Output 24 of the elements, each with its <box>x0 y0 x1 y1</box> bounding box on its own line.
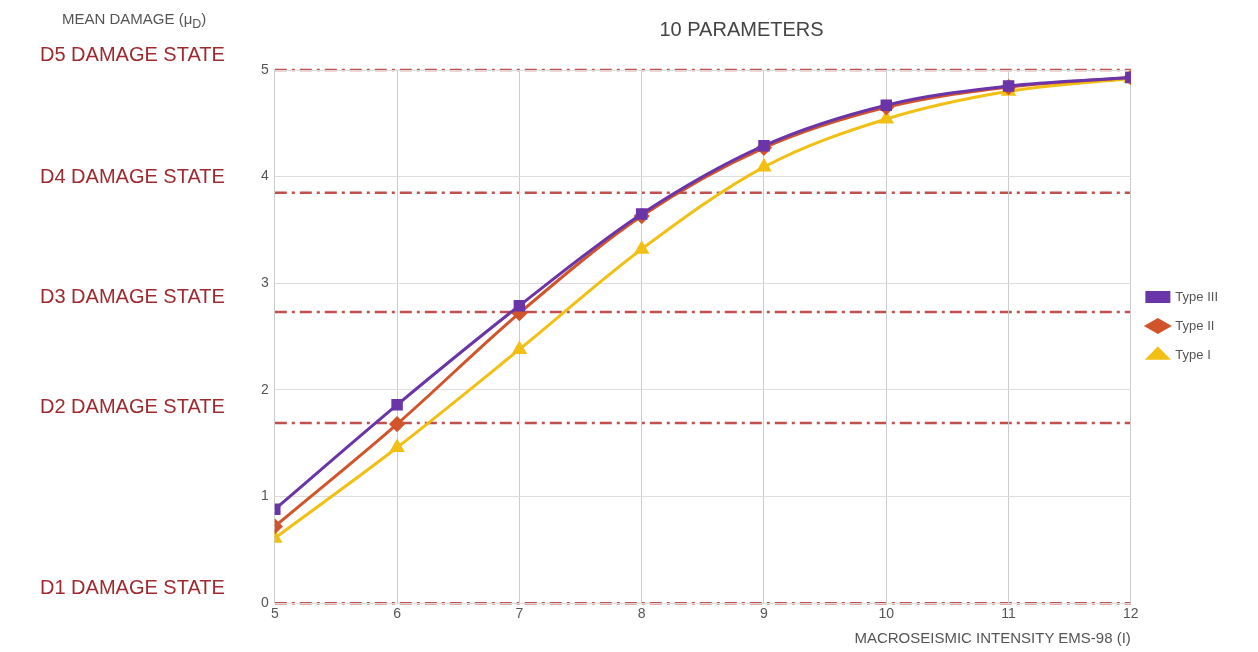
legend-label: Type I <box>1175 346 1211 362</box>
ref-line-label: D3 DAMAGE STATE <box>40 284 225 307</box>
x-tick-label: 8 <box>637 605 646 622</box>
x-tick-label: 10 <box>878 605 895 622</box>
chart-title: 10 PARAMETERS <box>659 17 824 40</box>
ref-line-label: D2 DAMAGE STATE <box>40 395 225 418</box>
legend-label: Type II <box>1175 317 1215 333</box>
ref-line-label: D5 DAMAGE STATE <box>40 42 225 65</box>
ref-line-label: D4 DAMAGE STATE <box>40 165 225 188</box>
x-tick-label: 6 <box>393 605 402 622</box>
y-tick-label: 1 <box>260 487 269 504</box>
x-tick-label: 12 <box>1123 605 1139 622</box>
y-axis-title: MEAN DAMAGE (μ$_{D}$) <box>62 10 207 31</box>
y-tick-label: 3 <box>260 274 269 291</box>
x-tick-label: 7 <box>515 605 524 622</box>
y-tick-label: 2 <box>260 380 269 397</box>
legend-label: Type III <box>1175 288 1219 304</box>
ref-line-label: D1 DAMAGE STATE <box>40 575 225 598</box>
y-tick-label: 0 <box>260 594 269 611</box>
x-tick-label: 9 <box>760 605 769 622</box>
x-tick-label: 11 <box>1001 605 1017 622</box>
y-tick-label: 5 <box>260 60 269 77</box>
y-tick-label: 4 <box>260 167 269 184</box>
x-axis-title: MACROSEISMIC INTENSITY EMS-98 (I) <box>854 629 1131 647</box>
